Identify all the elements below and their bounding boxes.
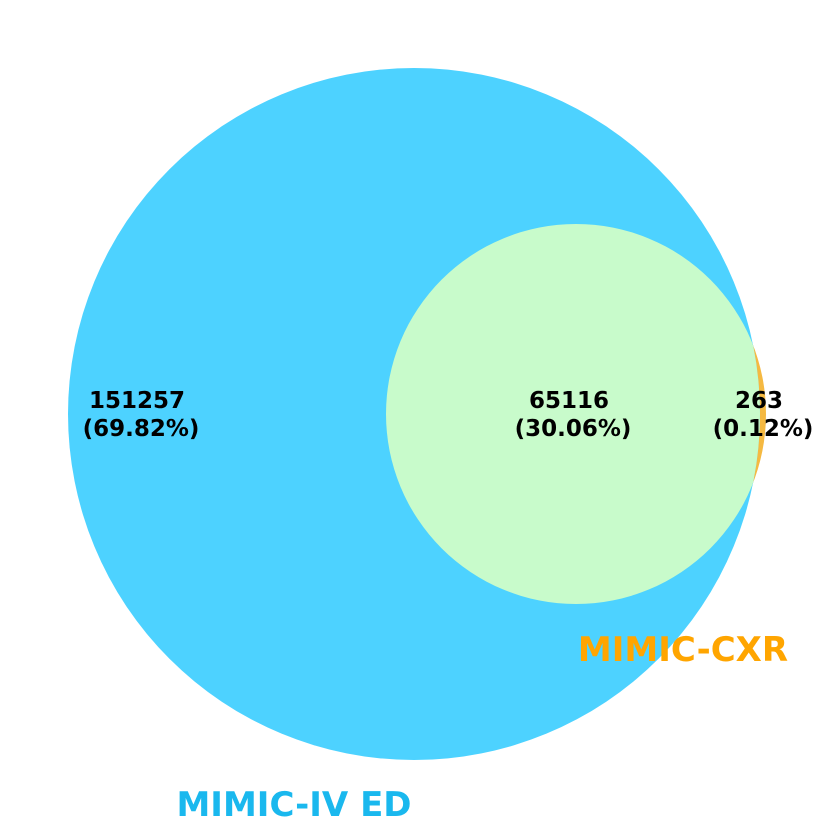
intersection-label: 65116 (30.06%)	[515, 388, 632, 442]
mimic-cxr-set-label: MIMIC-CXR	[578, 630, 788, 670]
cxr-only-label: 263 (0.12%)	[713, 388, 814, 442]
cxr-only-count: 263	[735, 388, 783, 414]
intersection-percent: (30.06%)	[515, 416, 632, 442]
ed-only-count: 151257	[89, 388, 185, 414]
ed-only-percent: (69.82%)	[83, 416, 200, 442]
mimic-iv-ed-set-label: MIMIC-IV ED	[176, 785, 411, 825]
ed-only-label: 151257 (69.82%)	[83, 388, 200, 442]
cxr-only-percent: (0.12%)	[713, 416, 814, 442]
intersection-count: 65116	[529, 388, 609, 414]
intersection-region	[386, 224, 760, 604]
